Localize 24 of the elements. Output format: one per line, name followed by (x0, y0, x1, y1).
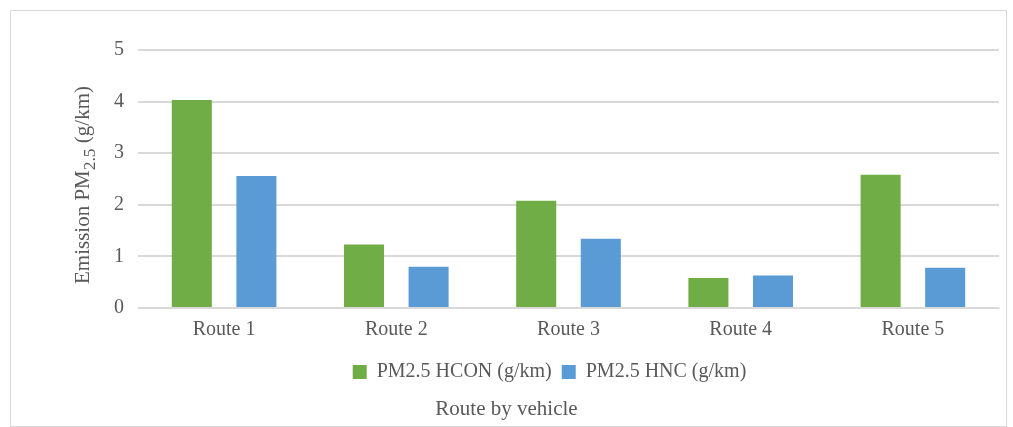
bar (925, 267, 966, 307)
bar (408, 266, 449, 307)
y-tick-label: 3 (114, 140, 124, 163)
x-tick-label: Route 5 (881, 317, 945, 340)
x-tick-label: Route 4 (709, 317, 773, 340)
bar (236, 175, 277, 307)
y-tick-label: 5 (114, 37, 124, 60)
x-tick-label: Route 1 (192, 317, 256, 340)
bar (752, 275, 794, 307)
y-tick-label: 0 (114, 295, 124, 318)
bar (688, 278, 729, 307)
bar (516, 200, 557, 307)
bar (860, 174, 901, 307)
legend-label: PM2.5 HCON (g/km) (376, 359, 552, 383)
bar (580, 238, 621, 307)
y-tick-label: 4 (114, 88, 124, 111)
legend-label: PM2.5 HNC (g/km) (585, 359, 747, 383)
bar (171, 100, 212, 307)
x-tick-label: Route 3 (537, 317, 600, 340)
y-tick-label: 1 (114, 243, 124, 266)
y-tick-label: 2 (114, 192, 124, 215)
x-axis-title: Route by vehicle (434, 396, 579, 421)
bar (343, 244, 385, 307)
x-tick-label: Route 2 (364, 317, 428, 340)
